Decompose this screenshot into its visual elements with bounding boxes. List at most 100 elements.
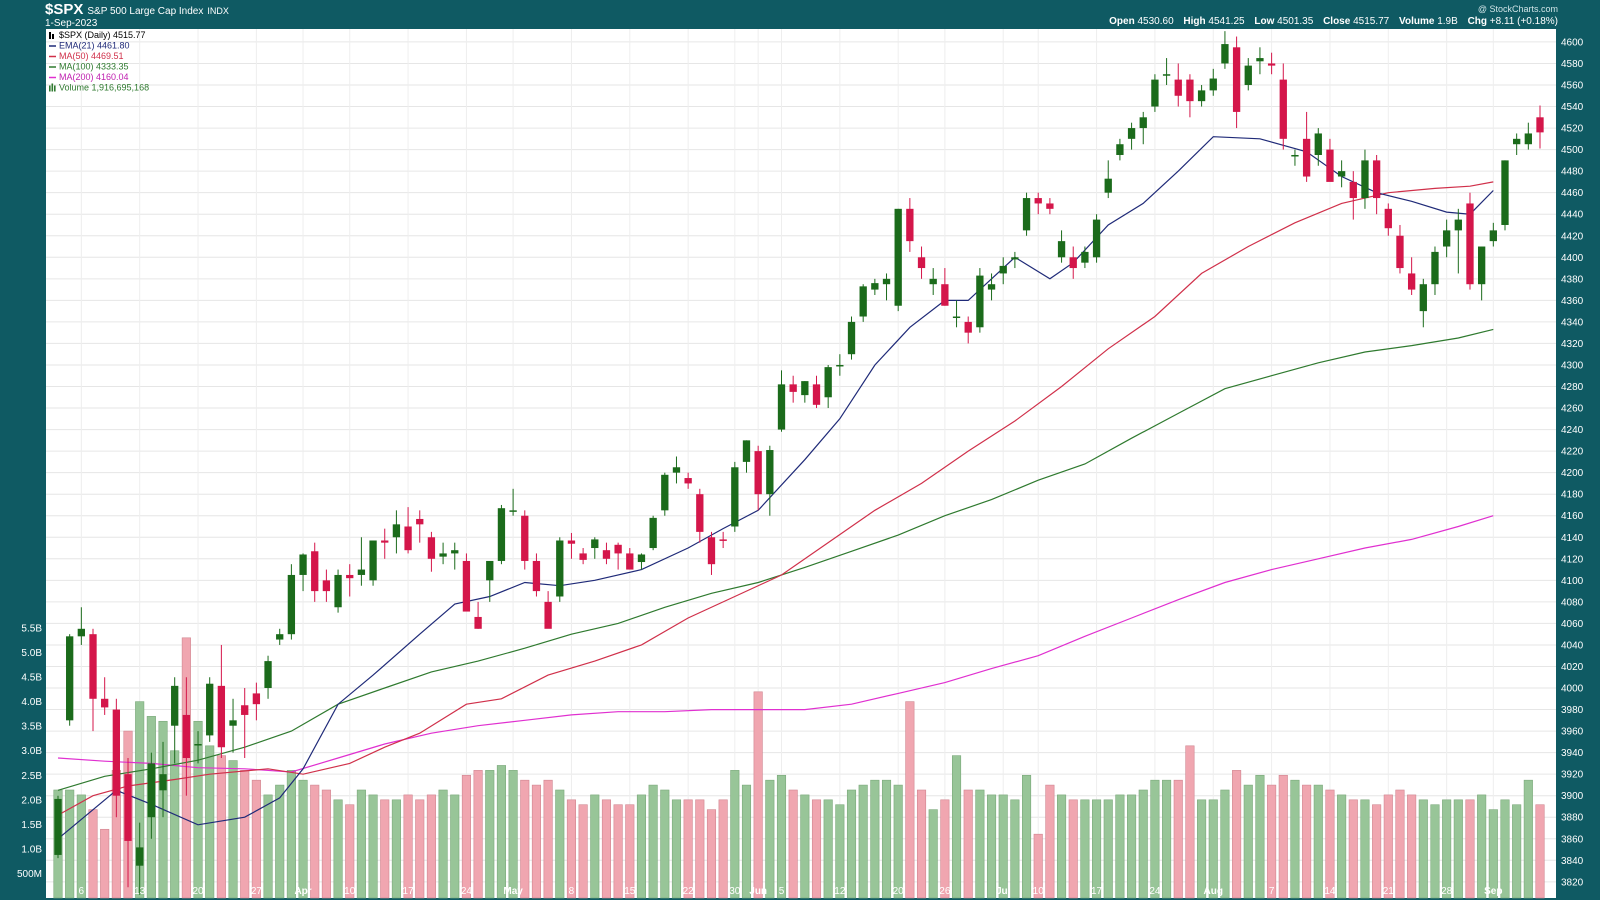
price-tick-label: 4300 bbox=[1561, 360, 1584, 371]
volume-bar bbox=[1512, 804, 1522, 899]
volume-tick-label: 3.5B bbox=[21, 722, 42, 733]
date-tick-label: 22 bbox=[683, 886, 695, 897]
candle-body bbox=[206, 683, 214, 736]
candle-body bbox=[649, 517, 657, 549]
price-tick-label: 4200 bbox=[1561, 468, 1584, 479]
open-label: Open bbox=[1109, 16, 1135, 27]
volume-bar bbox=[1290, 779, 1300, 899]
volume-bar bbox=[1407, 794, 1417, 899]
price-tick-label: 3880 bbox=[1561, 813, 1584, 824]
volume-bar bbox=[310, 784, 320, 899]
candle-body bbox=[836, 364, 844, 367]
price-tick-label: 4140 bbox=[1561, 533, 1584, 544]
candle-body bbox=[1524, 133, 1532, 145]
legend-entry: EMA(21) 4461.80 bbox=[59, 41, 130, 51]
price-tick-label: 4400 bbox=[1561, 253, 1584, 264]
volume-bar bbox=[811, 799, 822, 899]
volume-bar bbox=[298, 779, 308, 899]
date-tick-label: 26 bbox=[939, 886, 951, 897]
candle-body bbox=[1442, 230, 1451, 247]
volume-bar bbox=[753, 691, 763, 899]
date-tick-label: Jul bbox=[996, 886, 1011, 897]
legend-volume-swatch bbox=[51, 83, 54, 92]
volume-bar bbox=[1138, 789, 1148, 899]
candle-body bbox=[497, 508, 506, 561]
volume-bar bbox=[846, 789, 857, 899]
volume-bar bbox=[1022, 774, 1032, 899]
volume-bar bbox=[1453, 799, 1463, 899]
candle-body bbox=[451, 550, 459, 554]
index-name: S&P 500 Large Cap Index bbox=[87, 6, 204, 17]
open-value: 4530.60 bbox=[1137, 16, 1174, 27]
candle-body bbox=[77, 628, 85, 637]
volume-bar bbox=[356, 789, 366, 899]
candle-body bbox=[1431, 251, 1439, 285]
volume-bar bbox=[835, 804, 845, 899]
candle-body bbox=[894, 208, 902, 306]
close-value: 4515.77 bbox=[1353, 16, 1390, 27]
candle-body bbox=[1127, 128, 1136, 139]
candle-body bbox=[1314, 133, 1322, 155]
volume-bar bbox=[531, 784, 541, 899]
candle-body bbox=[462, 560, 471, 612]
legend-entry: MA(200) 4160.04 bbox=[59, 72, 129, 82]
volume-bar bbox=[76, 794, 86, 899]
volume-tick-label: 2.5B bbox=[21, 771, 42, 782]
ma50-line bbox=[57, 181, 1494, 816]
volume-bar bbox=[1500, 799, 1510, 899]
ohlc-summary: Open 4530.60 High 4541.25 Low 4501.35 Cl… bbox=[1102, 16, 1558, 27]
candle-body bbox=[999, 265, 1007, 274]
volume-bar bbox=[940, 799, 950, 899]
candle-body bbox=[1244, 65, 1252, 85]
price-tick-label: 4500 bbox=[1561, 145, 1584, 156]
candle-body bbox=[1022, 198, 1031, 231]
price-tick-label: 3940 bbox=[1561, 748, 1584, 759]
candle-body bbox=[707, 537, 716, 565]
low-label: Low bbox=[1254, 16, 1275, 27]
volume-bar bbox=[216, 755, 226, 899]
moving-averages bbox=[57, 136, 1494, 840]
date-tick-label: 10 bbox=[344, 886, 356, 897]
volume-tick-label: 1.0B bbox=[21, 844, 42, 855]
volume-bar bbox=[566, 799, 576, 899]
candle-body bbox=[392, 524, 401, 538]
volume-bar bbox=[485, 770, 495, 899]
volume-bar bbox=[426, 794, 436, 899]
legend-volume-swatch bbox=[54, 85, 56, 92]
candle-body bbox=[1513, 138, 1521, 145]
volume-bar bbox=[1313, 784, 1323, 899]
candle-body bbox=[252, 693, 261, 705]
volume-bar bbox=[1173, 779, 1183, 899]
volume-bar bbox=[776, 774, 787, 899]
price-tick-label: 4340 bbox=[1561, 317, 1584, 328]
high-label: High bbox=[1183, 16, 1206, 27]
candle-body bbox=[742, 440, 751, 462]
candle-body bbox=[731, 467, 739, 527]
candle-body bbox=[801, 381, 809, 396]
candle-body bbox=[427, 537, 436, 559]
volume-bar bbox=[461, 774, 471, 899]
date-tick-label: 12 bbox=[834, 886, 846, 897]
candle-body bbox=[1466, 203, 1474, 285]
volume-tick-label: 3.0B bbox=[21, 746, 42, 757]
candle-body bbox=[1279, 79, 1287, 139]
candle-body bbox=[101, 698, 109, 708]
candle-body bbox=[1407, 273, 1416, 290]
candle-body bbox=[54, 798, 62, 855]
date-tick-label: 6 bbox=[79, 886, 85, 897]
volume-bar bbox=[788, 789, 798, 899]
candle-body bbox=[346, 574, 354, 579]
volume-tick-label: 5.5B bbox=[21, 624, 42, 635]
candle-body bbox=[941, 284, 949, 306]
candle-body bbox=[847, 321, 856, 355]
volume-bar bbox=[1068, 799, 1078, 899]
date-tick-label: May bbox=[503, 886, 523, 897]
chart-header: $SPX S&P 500 Large Cap Index INDX bbox=[45, 1, 229, 19]
volume-bar bbox=[1348, 799, 1358, 899]
candle-body bbox=[567, 540, 576, 544]
candle-body bbox=[1384, 208, 1392, 229]
volume-bar bbox=[823, 799, 833, 899]
price-tick-label: 4460 bbox=[1561, 188, 1584, 199]
